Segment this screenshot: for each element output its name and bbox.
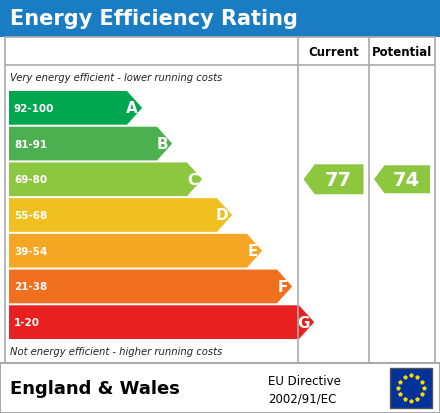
Text: 92-100: 92-100 <box>14 104 55 114</box>
Text: E: E <box>248 244 258 259</box>
Text: Potential: Potential <box>372 45 432 58</box>
Polygon shape <box>9 234 262 268</box>
Text: EU Directive: EU Directive <box>268 374 341 387</box>
Text: G: G <box>298 315 310 330</box>
Text: C: C <box>187 172 198 188</box>
Bar <box>0 0 440 38</box>
Text: England & Wales: England & Wales <box>10 379 180 397</box>
Polygon shape <box>9 127 172 161</box>
Polygon shape <box>9 163 202 197</box>
Text: 1-20: 1-20 <box>14 317 40 328</box>
Polygon shape <box>9 306 314 339</box>
Text: 39-54: 39-54 <box>14 246 47 256</box>
Text: 55-68: 55-68 <box>14 211 47 221</box>
Text: Not energy efficient - higher running costs: Not energy efficient - higher running co… <box>10 346 222 356</box>
Polygon shape <box>374 166 430 194</box>
Text: A: A <box>126 101 138 116</box>
Polygon shape <box>9 199 232 232</box>
Text: 21-38: 21-38 <box>14 282 47 292</box>
Bar <box>390 368 432 408</box>
Text: D: D <box>216 208 228 223</box>
Bar <box>5 38 435 363</box>
Text: 2002/91/EC: 2002/91/EC <box>268 392 336 404</box>
Text: 74: 74 <box>393 171 420 189</box>
Text: Current: Current <box>308 45 359 58</box>
Text: B: B <box>157 137 168 152</box>
Text: 81-91: 81-91 <box>14 139 47 149</box>
Polygon shape <box>9 92 142 126</box>
Text: Energy Efficiency Rating: Energy Efficiency Rating <box>10 9 298 29</box>
Text: Very energy efficient - lower running costs: Very energy efficient - lower running co… <box>10 73 222 83</box>
Text: F: F <box>278 279 288 294</box>
Bar <box>0 363 440 413</box>
Polygon shape <box>304 165 363 195</box>
Text: 77: 77 <box>325 171 352 189</box>
Text: 69-80: 69-80 <box>14 175 47 185</box>
Polygon shape <box>9 270 292 304</box>
